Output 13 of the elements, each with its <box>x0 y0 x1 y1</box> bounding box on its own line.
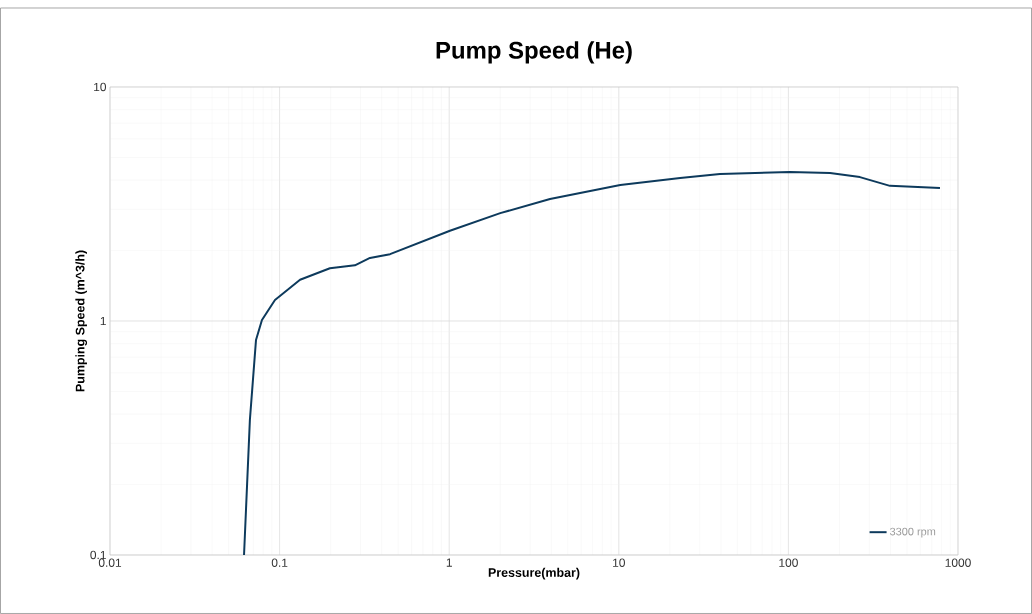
x-tick-label: 1000 <box>945 558 971 567</box>
x-tick-label: 0.1 <box>271 558 288 567</box>
x-tick-label: 10 <box>613 558 625 567</box>
x-axis-title: Pressure(mbar) <box>488 567 580 580</box>
x-tick-label: 0.01 <box>98 558 122 567</box>
y-tick-label: 0.1 <box>90 550 106 560</box>
chart-title: Pump Speed (He) <box>436 41 632 64</box>
x-tick-label: 1 <box>446 558 452 567</box>
legend-label: 3300 rpm <box>889 527 936 538</box>
y-axis-title: Pumping Speed (m^3/h) <box>75 250 88 392</box>
y-tick-label: 10 <box>94 82 107 92</box>
y-tick-label: 1 <box>100 316 106 326</box>
x-tick-label: 100 <box>779 558 798 567</box>
